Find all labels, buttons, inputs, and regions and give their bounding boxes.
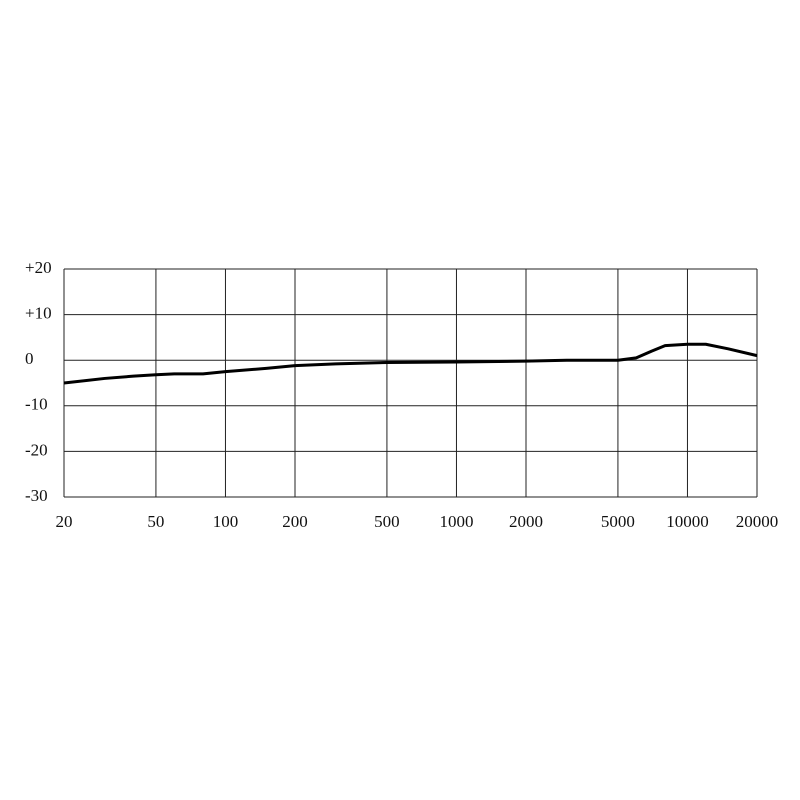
y-tick-label: 0 xyxy=(25,349,34,368)
x-tick-label: 100 xyxy=(213,512,239,531)
y-tick-label: -30 xyxy=(25,486,48,505)
x-tick-label: 500 xyxy=(374,512,400,531)
x-tick-label: 10000 xyxy=(666,512,709,531)
x-tick-label: 1000 xyxy=(439,512,473,531)
response-line xyxy=(63,342,758,385)
y-tick-label: +20 xyxy=(25,258,52,277)
y-tick-label: -10 xyxy=(25,395,48,414)
x-tick-label: 20 xyxy=(56,512,73,531)
x-tick-label: 2000 xyxy=(509,512,543,531)
x-tick-label: 50 xyxy=(147,512,164,531)
y-tick-label: +10 xyxy=(25,304,52,323)
x-tick-label: 200 xyxy=(282,512,308,531)
x-tick-label: 20000 xyxy=(736,512,779,531)
y-tick-label: -20 xyxy=(25,440,48,459)
x-tick-label: 5000 xyxy=(601,512,635,531)
